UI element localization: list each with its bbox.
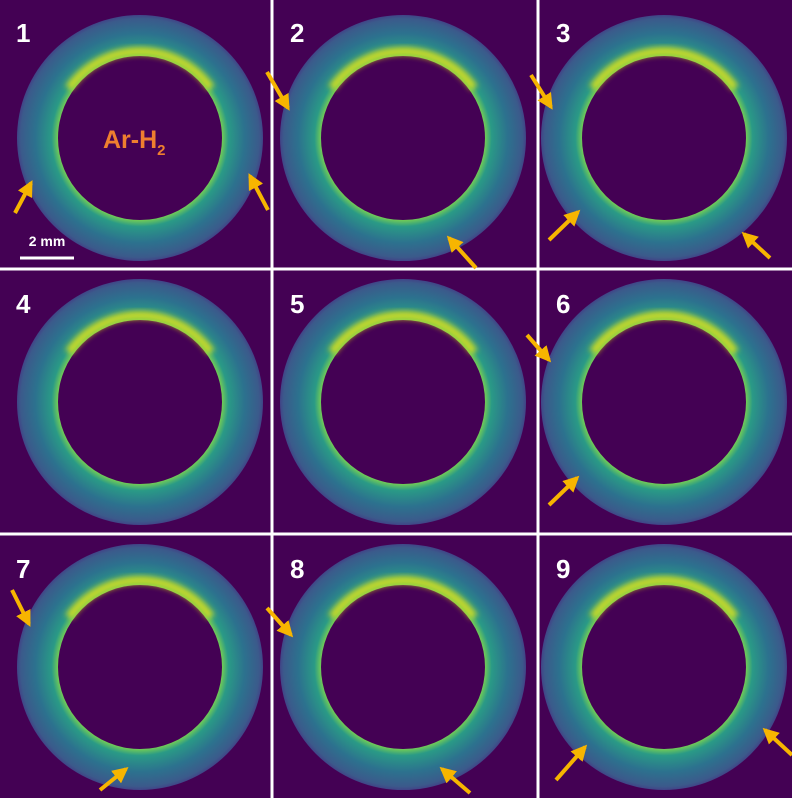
arrows <box>10 70 792 795</box>
panel-label: 4 <box>16 289 31 319</box>
arrow <box>529 73 553 110</box>
arrow <box>13 180 33 214</box>
arrow <box>525 333 552 363</box>
ring-highlight <box>65 576 215 620</box>
panel-labels: 1 2 3 4 5 6 7 8 9 <box>16 18 570 584</box>
ring-highlight <box>65 311 215 355</box>
ring-highlight <box>65 47 215 91</box>
scale-bar-label: 2 mm <box>29 233 66 249</box>
panel-label: 8 <box>290 554 304 584</box>
gas-label-subscript: 2 <box>157 142 165 159</box>
arrow <box>98 766 129 792</box>
gas-label: Ar-H2 <box>103 126 166 159</box>
panel-label: 6 <box>556 289 570 319</box>
rings <box>16 14 787 791</box>
ring-highlight <box>328 311 478 355</box>
arrow <box>547 475 580 507</box>
arrow <box>10 589 31 627</box>
panel-label: 3 <box>556 18 570 48</box>
arrow <box>446 235 478 270</box>
arrow <box>439 766 472 795</box>
ring-highlight <box>589 576 739 620</box>
panel-label: 9 <box>556 554 570 584</box>
arrow <box>265 70 290 111</box>
arrow <box>547 209 581 242</box>
panel-label: 5 <box>290 289 304 319</box>
arrow <box>554 744 588 782</box>
ring-highlight <box>589 311 739 355</box>
gas-label-text: Ar-H <box>103 126 157 154</box>
panel-label: 7 <box>16 554 30 584</box>
arrow <box>741 231 772 260</box>
arrow <box>248 173 270 211</box>
arrow <box>762 727 792 757</box>
arrow <box>265 606 294 638</box>
panel-label: 2 <box>290 18 304 48</box>
ring-highlight <box>328 576 478 620</box>
ring-highlight <box>589 47 739 91</box>
ring-highlight <box>328 47 478 91</box>
panel-label: 1 <box>16 18 30 48</box>
